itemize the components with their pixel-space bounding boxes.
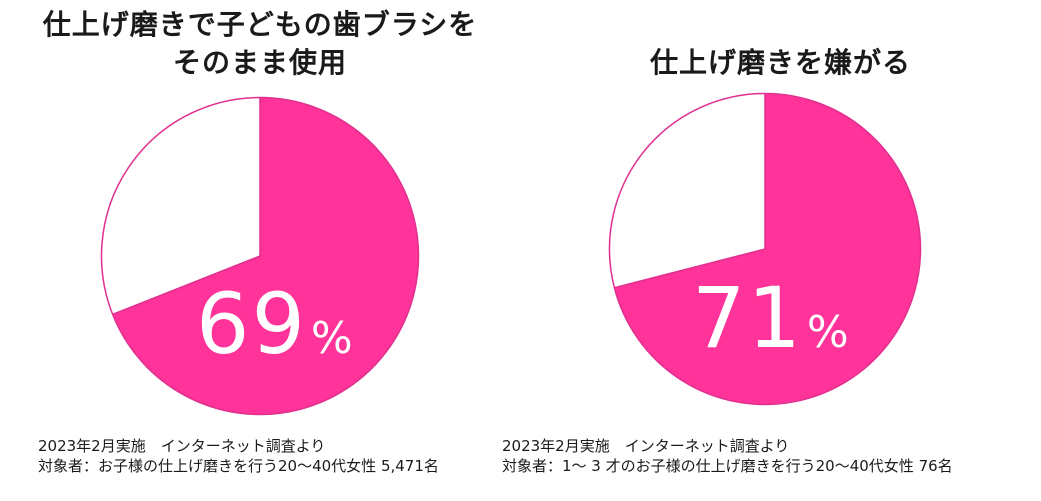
survey-target-note: 対象者：お子様の仕上げ磨きを行う20～40代女性 5,471名 [38, 457, 439, 475]
percentage-label: 71% [692, 276, 849, 360]
chart-title-line-1: 仕上げ磨きで子どもの歯ブラシを [42, 8, 478, 41]
percentage-value: 71 [692, 269, 803, 367]
pie-chart [608, 92, 922, 406]
chart-title-line-1: 仕上げ磨きを嫌がる [649, 46, 911, 79]
survey-date-note: 2023年2月実施 インターネット調査より [502, 437, 790, 455]
chart-panel-left: 仕上げ磨きで子どもの歯ブラシを そのまま使用 69% 2023年2月実施 インタ… [0, 0, 520, 501]
chart-title-line-2: そのまま使用 [172, 46, 347, 79]
chart-title: 仕上げ磨きで子どもの歯ブラシを そのまま使用 [0, 6, 520, 82]
percentage-unit: % [310, 313, 353, 364]
chart-title: 仕上げ磨きを嫌がる [520, 44, 1041, 82]
survey-notes: 2023年2月実施 インターネット調査より 対象者：1～ 3 才のお子様の仕上げ… [502, 436, 953, 476]
percentage-unit: % [806, 307, 849, 358]
pie-chart [100, 96, 420, 416]
percentage-label: 69% [196, 282, 353, 366]
pie-slice-remainder [608, 92, 766, 289]
pie-slice-highlight [111, 96, 420, 416]
pie-slice-highlight [613, 92, 922, 406]
survey-date-note: 2023年2月実施 インターネット調査より [38, 437, 326, 455]
survey-notes: 2023年2月実施 インターネット調査より 対象者：お子様の仕上げ磨きを行う20… [38, 436, 439, 476]
chart-panel-right: 仕上げ磨きを嫌がる 71% 2023年2月実施 インターネット調査より 対象者：… [502, 0, 1041, 501]
percentage-value: 69 [196, 275, 307, 373]
survey-target-note: 対象者：1～ 3 才のお子様の仕上げ磨きを行う20～40代女性 76名 [502, 457, 953, 475]
pie-slice-remainder [100, 96, 261, 316]
